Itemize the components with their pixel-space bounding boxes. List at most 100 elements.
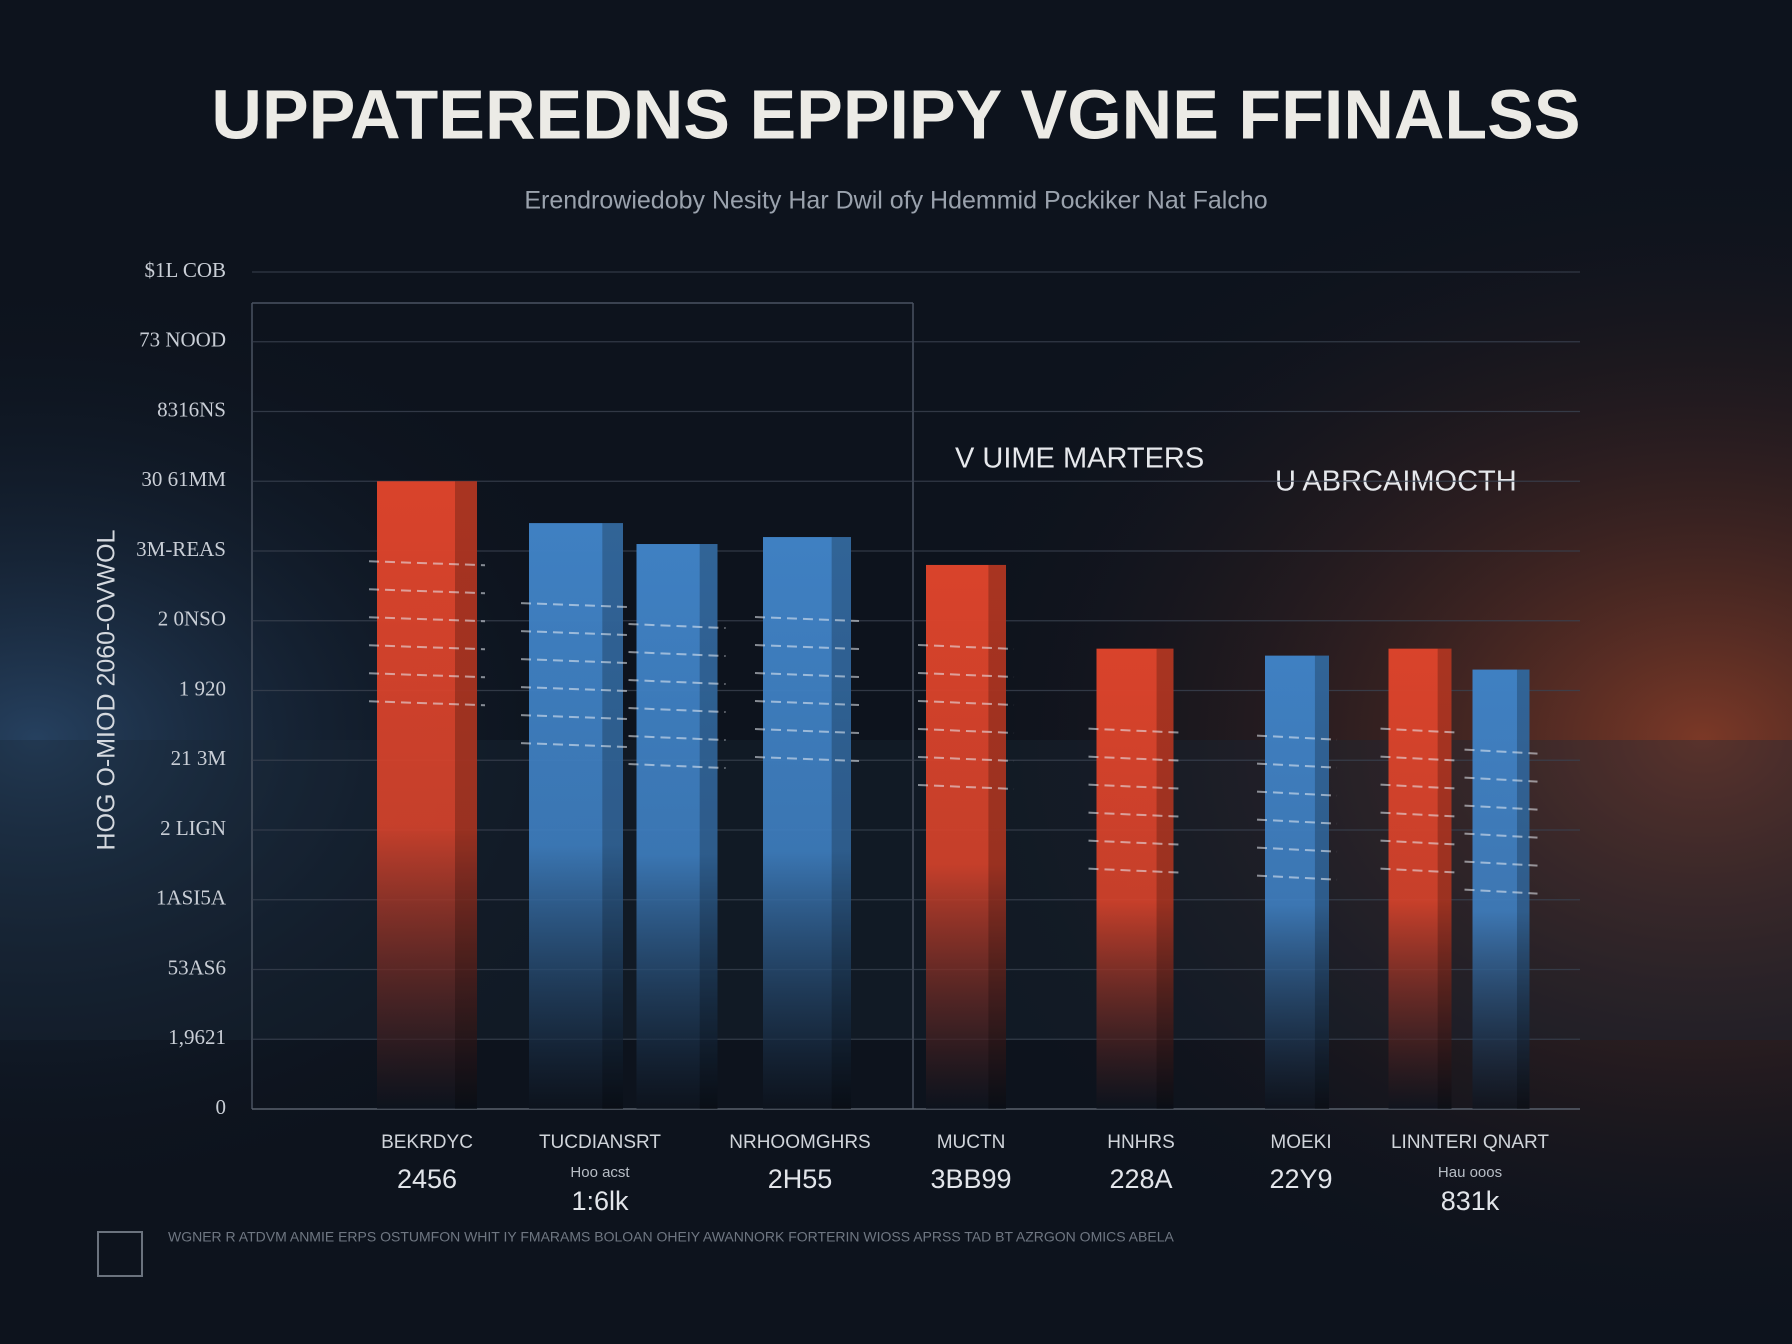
y-tick-label: 30 61MM: [141, 467, 226, 491]
bar-texture: [368, 616, 486, 623]
footer-text: WGNER R ATDVM ANMIE ERPS OSTUMFON WHIT I…: [168, 1229, 1174, 1245]
y-tick-label: $1L COB: [145, 258, 226, 282]
bar: [636, 544, 718, 1109]
bar-texture: [368, 588, 486, 595]
bar-texture: [1380, 839, 1460, 846]
y-tick-label: 1 920: [179, 676, 226, 700]
bar-texture: [520, 630, 632, 637]
value-note: 2H55: [768, 1164, 833, 1194]
value-note: 1:6lk: [571, 1186, 629, 1216]
bar-side: [1156, 648, 1174, 1109]
y-tick-label: 1,9621: [168, 1025, 226, 1049]
bar-texture: [917, 783, 1015, 790]
bar: [763, 537, 851, 1109]
bar-texture: [754, 644, 860, 651]
bar-texture: [1464, 776, 1538, 783]
y-axis-label: HOG O-MIOD 2060-OVWOL: [93, 529, 121, 850]
bar-texture: [1464, 832, 1538, 839]
x-tick-label: TUCDIANSRT: [539, 1132, 661, 1153]
bar-texture: [1464, 804, 1538, 811]
x-tick-label: MOEKI: [1270, 1132, 1331, 1153]
bar-texture: [368, 672, 486, 679]
bar-side: [831, 537, 851, 1109]
bar-texture: [628, 763, 726, 770]
bar-texture: [1256, 874, 1338, 881]
chart-title: UPPATEREDNS EPPIPY VGNE FFINALSS: [211, 75, 1580, 153]
bar-texture: [754, 700, 860, 707]
bar-side: [602, 523, 623, 1109]
annotation: V UIME MARTERS: [955, 443, 1204, 475]
bar-texture: [1464, 748, 1538, 755]
x-tick-label: HNHRS: [1107, 1132, 1175, 1153]
bar-texture: [520, 658, 632, 665]
bar-texture: [754, 616, 860, 623]
bar-side: [1516, 669, 1530, 1109]
x-tick-label: NRHOOMGHRS: [729, 1132, 870, 1153]
bar-texture: [1380, 755, 1460, 762]
bar-texture: [917, 643, 1015, 650]
bar-texture: [917, 727, 1015, 734]
bar: [1265, 655, 1329, 1109]
bar-texture: [1256, 790, 1338, 797]
bar-texture: [520, 686, 632, 693]
bar: [1388, 648, 1452, 1109]
bar: [926, 564, 1006, 1109]
bar-texture: [917, 671, 1015, 678]
chart-subtitle: Erendrowiedoby Nesity Har Dwil ofy Hdemm…: [524, 187, 1267, 215]
y-tick-label: 3M-REAS: [136, 537, 226, 561]
bar-texture: [1256, 846, 1338, 853]
bar: [377, 481, 477, 1109]
bar: [529, 523, 623, 1109]
category-note: Hau ooos: [1438, 1164, 1502, 1181]
y-tick-label: 8316NS: [157, 397, 226, 421]
bar-texture: [628, 623, 726, 630]
bar-texture: [1380, 727, 1460, 734]
value-note: 2456: [397, 1164, 457, 1194]
value-note: 228A: [1109, 1164, 1172, 1194]
bar-texture: [628, 651, 726, 658]
x-tick-label: BEKRDYC: [381, 1132, 473, 1153]
bar-texture: [1380, 811, 1460, 818]
bar-texture: [628, 735, 726, 742]
bar: [1096, 648, 1174, 1109]
bar-texture: [628, 679, 726, 686]
bar-side: [1314, 655, 1329, 1109]
bar-texture: [1256, 734, 1338, 741]
bar-texture: [520, 602, 632, 609]
bar-texture: [1464, 860, 1538, 867]
bar-texture: [368, 700, 486, 707]
y-tick-label: 2 LIGN: [160, 816, 226, 840]
bar-texture: [368, 560, 486, 567]
bar-texture: [368, 644, 486, 651]
bar-texture: [1380, 783, 1460, 790]
bar-texture: [628, 707, 726, 714]
bar-texture: [917, 755, 1015, 762]
bar-texture: [1256, 762, 1338, 769]
x-tick-label: LINNTERI QNART: [1391, 1132, 1549, 1153]
y-tick-label: 21 3M: [171, 746, 227, 770]
bar-texture: [520, 714, 632, 721]
bar-side: [1437, 648, 1452, 1109]
bar: [1472, 669, 1530, 1109]
bar-texture: [754, 756, 860, 763]
bar-side: [699, 544, 718, 1109]
bar-side: [988, 564, 1006, 1109]
value-note: 3BB99: [930, 1164, 1011, 1194]
bar-side: [455, 481, 477, 1109]
y-tick-label: 1ASI5A: [156, 886, 227, 910]
y-tick-label: 53AS6: [168, 955, 226, 979]
footer-icon: [97, 1231, 143, 1277]
x-tick-label: MUCTN: [937, 1132, 1006, 1153]
bar-texture: [1256, 818, 1338, 825]
value-note: 831k: [1441, 1186, 1500, 1216]
category-note: Hoo acst: [570, 1164, 630, 1181]
y-tick-label: 73 NOOD: [139, 328, 226, 352]
y-tick-label: 2 0NSO: [158, 607, 226, 631]
bar-texture: [754, 728, 860, 735]
bar-texture: [1380, 867, 1460, 874]
bar-texture: [917, 699, 1015, 706]
bar-texture: [1464, 888, 1538, 895]
bar-texture: [754, 672, 860, 679]
bar-texture: [520, 742, 632, 749]
